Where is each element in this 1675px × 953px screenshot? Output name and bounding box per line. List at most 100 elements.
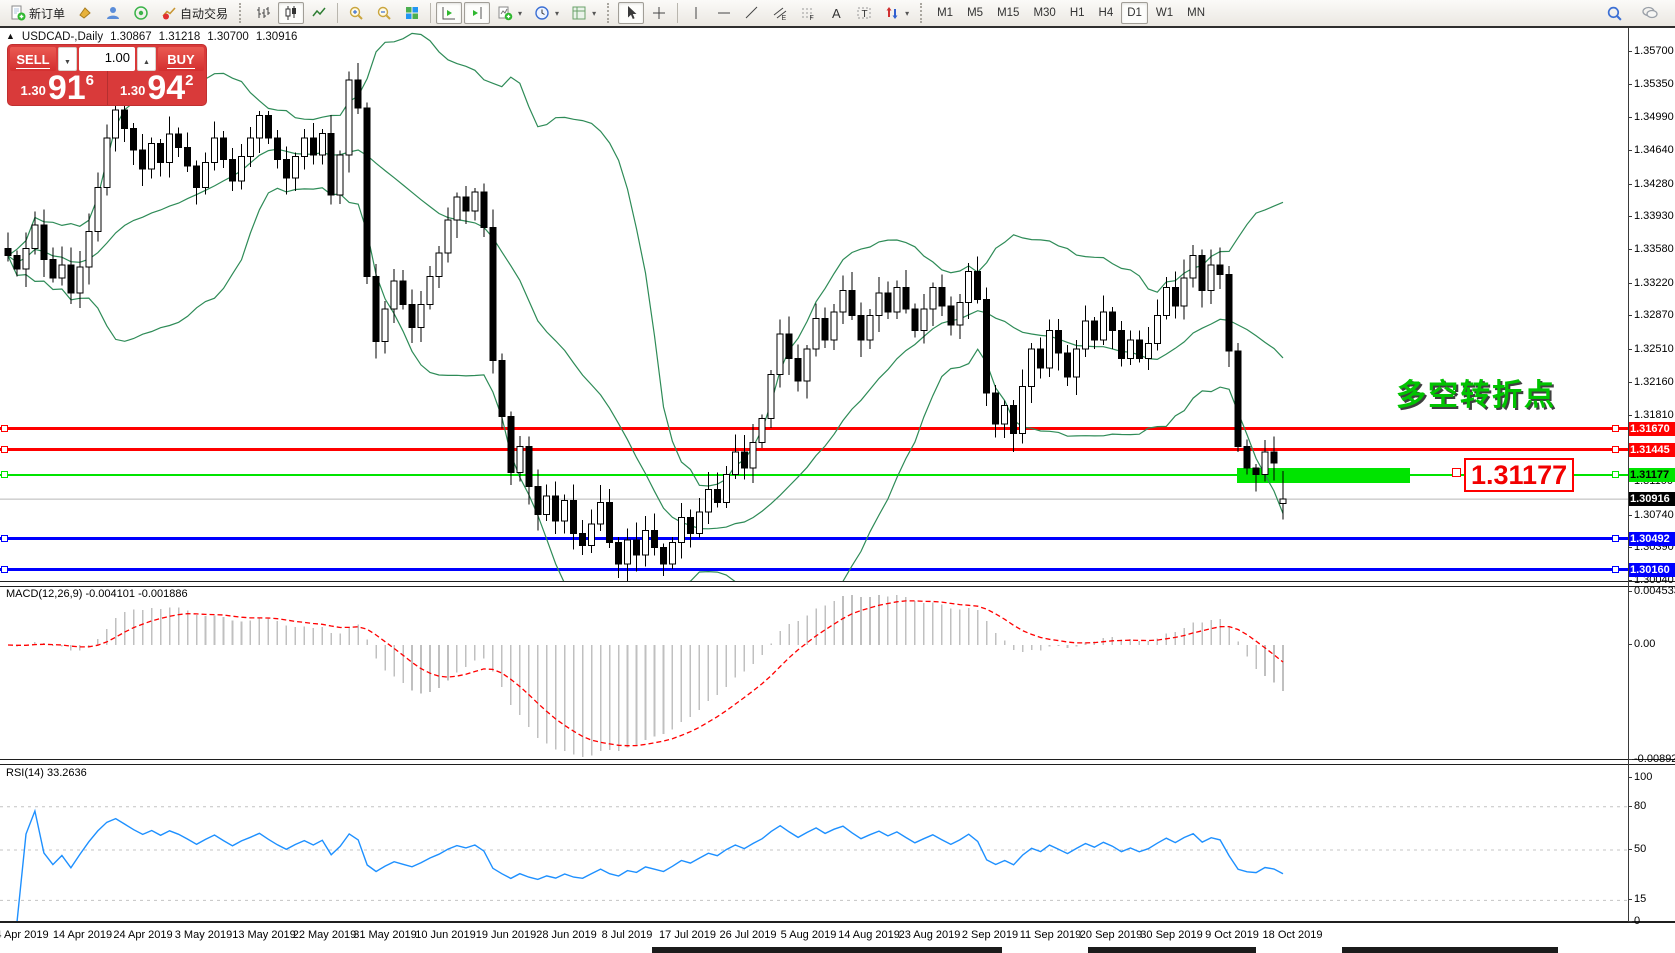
volume-decrease-button[interactable] bbox=[58, 47, 77, 71]
turning-point-annotation[interactable]: 多空转折点 bbox=[1396, 379, 1556, 412]
label-tool-button[interactable]: T bbox=[851, 2, 877, 24]
sell-price-pipette: 6 bbox=[85, 72, 94, 89]
price-axis-label: 1.35700 bbox=[1628, 45, 1674, 57]
sell-price[interactable]: 1.30 91 6 bbox=[8, 71, 107, 105]
timeframe-m5[interactable]: M5 bbox=[961, 2, 989, 24]
price-axis-line[interactable] bbox=[1628, 28, 1629, 922]
chat-button[interactable] bbox=[1636, 2, 1664, 24]
crosshair-tool-button[interactable] bbox=[646, 2, 672, 24]
buy-price-prefix: 1.30 bbox=[120, 83, 146, 98]
hline-resistance-lower[interactable] bbox=[0, 445, 1628, 453]
hline-support-upper[interactable] bbox=[0, 534, 1628, 542]
hline-pivot-green[interactable] bbox=[0, 470, 1628, 478]
timeframe-m15[interactable]: M15 bbox=[991, 2, 1025, 24]
buy-price[interactable]: 1.30 94 2 bbox=[106, 71, 207, 105]
sell-button[interactable]: SELL bbox=[10, 47, 56, 71]
timeframe-mn[interactable]: MN bbox=[1181, 2, 1211, 24]
price-box-anchor[interactable] bbox=[1452, 468, 1461, 477]
line-chart-button[interactable] bbox=[306, 2, 332, 24]
hline-handle[interactable] bbox=[1612, 445, 1619, 453]
news-button[interactable] bbox=[128, 2, 154, 24]
channel-tool-button[interactable]: E bbox=[767, 2, 793, 24]
text-tool-button[interactable]: A bbox=[823, 2, 849, 24]
macd-axis-label: 0.00 bbox=[1627, 638, 1656, 650]
price-tag-support-upper: 1.30492 bbox=[1629, 531, 1675, 546]
low-value: 1.30700 bbox=[207, 31, 249, 43]
timeframe-m1[interactable]: M1 bbox=[931, 2, 959, 24]
volume-increase-button[interactable] bbox=[137, 47, 156, 71]
candlestick-chart-button[interactable] bbox=[278, 2, 305, 24]
horizontal-line-tool-button[interactable] bbox=[711, 2, 737, 24]
template-icon bbox=[571, 5, 587, 21]
hline-handle[interactable] bbox=[1, 424, 8, 432]
rsi-label: RSI(14) 33.2636 bbox=[6, 767, 87, 779]
buy-button[interactable]: BUY bbox=[158, 47, 204, 71]
text-icon: A bbox=[828, 5, 844, 21]
date-label: 4 Apr 2019 bbox=[0, 929, 49, 941]
date-label: 5 Aug 2019 bbox=[780, 929, 837, 941]
bar-chart-icon bbox=[255, 5, 271, 21]
indicators-button[interactable] bbox=[492, 2, 527, 24]
crosshair-icon bbox=[651, 5, 667, 21]
hline-handle[interactable] bbox=[1612, 534, 1619, 542]
pane-separator-rsi[interactable] bbox=[0, 759, 1675, 765]
rsi-axis-label: 80 bbox=[1627, 799, 1647, 812]
timeframe-h1[interactable]: H1 bbox=[1064, 2, 1091, 24]
zoom-out-button[interactable] bbox=[371, 2, 397, 24]
hline-handle[interactable] bbox=[1612, 565, 1619, 573]
taskbar-segment bbox=[1088, 947, 1256, 953]
search-button[interactable] bbox=[1601, 2, 1628, 24]
pivot-price-label[interactable]: 1.31177 bbox=[1464, 457, 1575, 492]
tile-windows-button[interactable] bbox=[399, 2, 425, 24]
hline-handle[interactable] bbox=[1612, 470, 1619, 478]
rsi-axis-label: 0 bbox=[1627, 915, 1641, 927]
templates-button[interactable] bbox=[566, 2, 601, 24]
auto-scroll-button[interactable] bbox=[436, 2, 463, 24]
timeframe-d1[interactable]: D1 bbox=[1121, 2, 1148, 24]
vertical-line-icon bbox=[688, 5, 704, 21]
price-axis-label: 1.30740 bbox=[1628, 508, 1674, 521]
hline-support-lower[interactable] bbox=[0, 565, 1628, 573]
search-icon bbox=[1606, 5, 1623, 22]
zoom-in-button[interactable] bbox=[343, 2, 369, 24]
rsi-axis-label: 15 bbox=[1627, 893, 1647, 906]
cursor-tool-button[interactable] bbox=[618, 2, 645, 24]
price-axis-label: 1.34990 bbox=[1628, 111, 1674, 124]
vertical-line-tool-button[interactable] bbox=[683, 2, 709, 24]
market-watch-button[interactable] bbox=[72, 2, 98, 24]
trendline-tool-button[interactable] bbox=[739, 2, 765, 24]
community-button[interactable] bbox=[100, 2, 126, 24]
svg-text:F: F bbox=[810, 15, 814, 21]
price-axis-label: 1.30040 bbox=[1628, 573, 1674, 586]
person-icon bbox=[105, 5, 121, 21]
fibonacci-tool-button[interactable]: F bbox=[795, 2, 821, 24]
price-tag-resistance-upper: 1.31670 bbox=[1629, 421, 1675, 436]
periods-button[interactable] bbox=[529, 2, 564, 24]
pane-separator-macd[interactable] bbox=[0, 581, 1675, 587]
chart-shift-button[interactable] bbox=[464, 2, 491, 24]
timeframe-h4[interactable]: H4 bbox=[1093, 2, 1120, 24]
price-tag-resistance-lower: 1.31445 bbox=[1629, 442, 1675, 457]
hline-resistance-upper[interactable] bbox=[0, 424, 1628, 432]
hline-handle[interactable] bbox=[1, 534, 8, 542]
hline-handle[interactable] bbox=[1, 445, 8, 453]
buy-label: BUY bbox=[167, 51, 195, 69]
sell-price-prefix: 1.30 bbox=[20, 83, 46, 98]
toolbar-separator bbox=[677, 3, 679, 23]
hline-handle[interactable] bbox=[1, 565, 8, 573]
volume-input[interactable]: 1.00 bbox=[79, 47, 135, 71]
date-label: 18 Oct 2019 bbox=[1262, 929, 1323, 941]
timeframe-m30[interactable]: M30 bbox=[1027, 2, 1061, 24]
pivot-highlight-band[interactable] bbox=[1237, 467, 1410, 483]
hline-handle[interactable] bbox=[1612, 424, 1619, 432]
autotrading-button[interactable]: 自动交易 bbox=[156, 2, 233, 24]
hline-handle[interactable] bbox=[1, 470, 8, 478]
new-order-button[interactable]: 新订单 bbox=[5, 2, 70, 24]
bar-chart-button[interactable] bbox=[250, 2, 276, 24]
collapse-icon[interactable]: ▲ bbox=[6, 31, 15, 41]
arrows-tool-button[interactable] bbox=[879, 2, 914, 24]
timeframe-w1[interactable]: W1 bbox=[1150, 2, 1179, 24]
